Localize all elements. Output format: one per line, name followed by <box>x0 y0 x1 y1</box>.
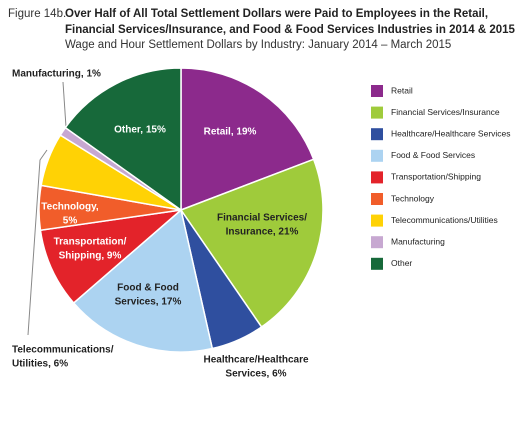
data-label: Technology, <box>41 202 99 213</box>
legend-label: Other <box>391 258 412 268</box>
legend-swatch <box>371 257 383 270</box>
data-label: Transportation/ <box>54 237 127 248</box>
data-label: Financial Services/ <box>217 213 307 224</box>
legend-swatch <box>371 171 383 184</box>
legend-label: Financial Services/Insurance <box>391 107 500 117</box>
legend-label: Retail <box>391 85 413 95</box>
legend-label: Technology <box>391 193 435 203</box>
legend-swatch <box>371 85 383 97</box>
chart-title: Financial Services/Insurance, and Food &… <box>65 24 516 36</box>
data-label: Insurance, 21% <box>226 227 299 238</box>
data-label: Telecommunications/ <box>12 345 114 356</box>
legend-label: Transportation/Shipping <box>391 172 481 182</box>
data-label: Healthcare/Healthcare <box>203 355 308 366</box>
pie-slice <box>180 67 315 212</box>
pie-slice <box>72 208 214 353</box>
legend-swatch <box>371 128 383 141</box>
pie-slice <box>64 67 182 212</box>
chart-subtitle: Wage and Hour Settlement Dollars by Indu… <box>65 39 451 51</box>
legend-label: Manufacturing <box>391 236 445 246</box>
chart-title: Over Half of All Total Settlement Dollar… <box>65 8 488 20</box>
pie-slice <box>39 208 184 305</box>
data-label: Other, 15% <box>114 125 166 136</box>
data-label: Shipping, 9% <box>59 251 122 262</box>
legend-swatch <box>371 106 383 119</box>
data-label: 5% <box>63 216 78 227</box>
data-label: Food & Food <box>117 283 179 294</box>
data-label: Retail, 19% <box>204 127 257 138</box>
data-label: Services, 17% <box>115 297 182 308</box>
data-label: Services, 6% <box>225 369 286 380</box>
legend-swatch <box>371 214 383 227</box>
legend-label: Healthcare/Healthcare Services <box>391 128 511 138</box>
data-label: Manufacturing, 1% <box>12 69 101 80</box>
leader-line <box>27 149 48 336</box>
legend-swatch <box>371 193 383 205</box>
figure-label: Figure 14b. <box>8 8 66 20</box>
legend-swatch <box>371 236 383 249</box>
data-label: Utilities, 6% <box>12 359 68 370</box>
leader-line <box>62 81 67 128</box>
legend-label: Telecommunications/Utilities <box>391 215 498 225</box>
legend-label: Food & Food Services <box>391 150 475 160</box>
legend-swatch <box>371 149 383 162</box>
pie-slice <box>179 158 324 329</box>
